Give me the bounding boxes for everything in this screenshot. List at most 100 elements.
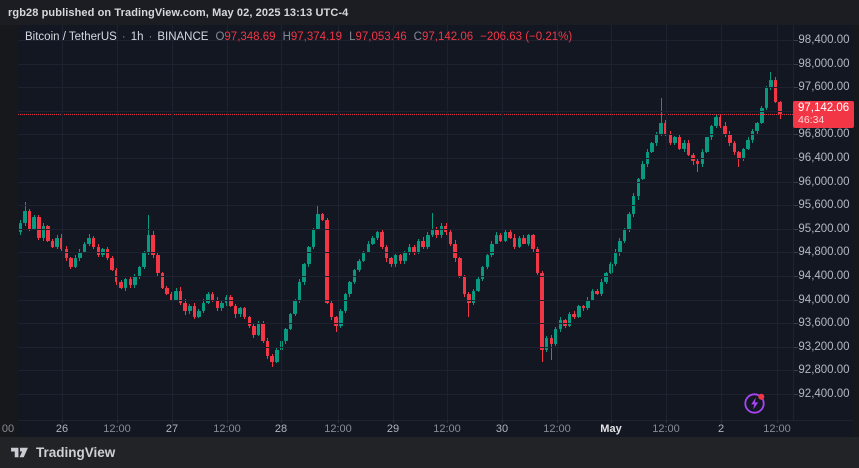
candle-body <box>371 237 375 244</box>
candle-body <box>741 149 746 159</box>
candle-body <box>247 317 252 327</box>
gridline-horizontal <box>18 158 793 160</box>
candle-body <box>325 219 329 303</box>
candle-body <box>421 240 425 247</box>
brand-name[interactable]: TradingView <box>36 445 116 460</box>
candle-body <box>599 281 604 294</box>
gridline-horizontal <box>18 134 793 136</box>
time-tick-label: 30 <box>495 423 509 435</box>
time-tick-label: 12:00 <box>433 423 461 435</box>
candle-wick <box>697 158 699 173</box>
candle-body <box>137 267 142 277</box>
price-tick-label: 94,000.00 <box>798 293 850 306</box>
candle-body <box>256 323 261 336</box>
candle-body <box>577 305 581 318</box>
gridline-horizontal <box>18 40 793 42</box>
candle-body <box>101 249 105 256</box>
candle-body <box>778 102 782 115</box>
candle-body <box>197 311 201 318</box>
gridline-vertical <box>557 25 558 420</box>
time-tick-mark <box>338 420 339 423</box>
gridline-horizontal <box>18 205 793 207</box>
candle-wick <box>468 291 470 318</box>
candle-body <box>339 311 343 327</box>
gridline-vertical <box>62 25 63 420</box>
candle-body <box>188 305 192 312</box>
candle-body <box>384 246 389 259</box>
gridline-vertical <box>777 25 778 420</box>
candle-body <box>732 143 737 153</box>
candle-body <box>618 240 622 253</box>
candle-body <box>389 258 393 265</box>
candle-body <box>37 217 41 238</box>
candle-body <box>764 87 769 108</box>
price-tick-label: 92,400.00 <box>798 388 850 401</box>
candle-body <box>663 122 668 135</box>
time-tick-mark <box>227 420 228 423</box>
gridline-horizontal <box>18 87 793 89</box>
time-tick-mark <box>281 420 282 423</box>
price-tick-mark <box>794 181 798 183</box>
time-tick-label: 12:00 <box>543 423 571 435</box>
gridline-horizontal <box>18 110 793 112</box>
candle-body <box>233 305 238 315</box>
change-value: −206.63 (−0.21%) <box>480 31 573 43</box>
candle-body <box>737 152 741 159</box>
candle-body <box>627 214 631 229</box>
current-price-label: 97,142.06 46:34 <box>793 101 854 129</box>
candle-body <box>146 234 151 253</box>
candle-body <box>59 237 64 250</box>
time-tick-mark <box>721 420 722 423</box>
candle-body <box>288 314 293 330</box>
price-tick-mark <box>794 228 798 230</box>
price-tick-mark <box>794 394 798 396</box>
price-tick-mark <box>794 87 798 89</box>
candle-body <box>586 299 590 309</box>
candle-body <box>750 131 755 141</box>
gridline-horizontal <box>18 394 793 396</box>
candle-body <box>238 308 242 315</box>
time-tick-mark <box>557 420 558 423</box>
candle-body <box>535 249 540 274</box>
candle-body <box>87 237 91 244</box>
candle-body <box>512 237 517 247</box>
price-tick-mark <box>794 276 798 278</box>
candle-body <box>728 134 732 144</box>
symbol-title: Bitcoin / TetherUS <box>25 31 117 43</box>
candle-body <box>311 228 316 247</box>
candle-body <box>572 314 576 318</box>
candle-body <box>334 317 338 327</box>
separator: · <box>148 31 153 43</box>
time-tick-mark <box>666 420 667 423</box>
candle-body <box>224 296 229 303</box>
candle-body <box>416 240 421 253</box>
candle-body <box>270 355 274 362</box>
current-price-line <box>18 114 793 116</box>
price-tick-mark <box>794 252 798 254</box>
candle-body <box>430 228 435 235</box>
candle-body <box>151 234 155 256</box>
price-tick-mark <box>794 205 798 207</box>
candle-body <box>622 228 627 241</box>
candle-wick <box>431 212 433 238</box>
candle-body <box>590 290 595 300</box>
price-tick-label: 98,400.00 <box>798 34 850 47</box>
time-axis[interactable]: 00 26 12:00 27 12:00 28 12:00 29 12:00 30 12:00 May… <box>0 420 859 437</box>
candle-body <box>531 234 535 250</box>
candle-body <box>398 255 403 262</box>
candle-body <box>142 252 146 268</box>
candle-body <box>526 234 531 244</box>
bolt-icon[interactable] <box>742 390 768 416</box>
price-axis[interactable]: 97,142.06 46:34 98,400.00 98,000.00 97,600… <box>793 25 854 420</box>
candle-body <box>686 143 691 156</box>
candle-body <box>23 211 27 223</box>
gridline-vertical <box>172 25 173 420</box>
time-tick-mark <box>117 420 118 423</box>
tradingview-logo[interactable] <box>10 445 29 460</box>
candle-body <box>485 255 489 268</box>
time-tick-label: 27 <box>165 423 179 435</box>
chart-pane[interactable]: Bitcoin / TetherUS · 1h · BINANCE O 97,3… <box>18 25 793 420</box>
candle-body <box>760 107 764 123</box>
candle-body <box>654 134 659 144</box>
